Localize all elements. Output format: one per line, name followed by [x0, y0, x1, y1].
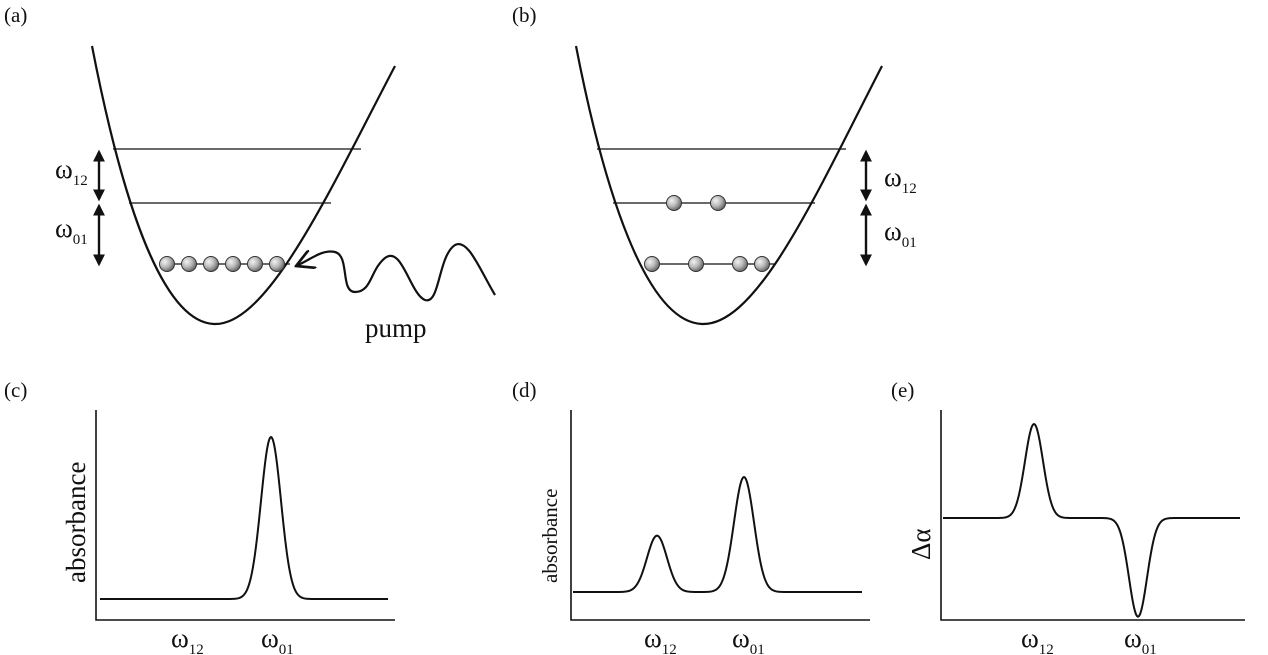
ylabel-c: absorbance: [61, 462, 91, 583]
ylabel-d: absorbance: [538, 489, 562, 583]
xtick-w01-e: ω01: [1124, 623, 1157, 655]
panel-b-label: (b): [512, 3, 537, 27]
panel-a: (a) ω12 ω01 pump: [4, 3, 496, 343]
panel-d-label: (d): [512, 378, 537, 402]
panel-d: (d) absorbance ω12 ω01: [512, 378, 870, 655]
population-ball: [688, 256, 704, 272]
population-ball: [159, 256, 175, 272]
pump-label: pump: [365, 313, 427, 343]
label-w01-a: ω01: [55, 213, 88, 248]
panel-e: (e) Δα ω12 ω01: [891, 378, 1245, 655]
label-w12-b: ω12: [884, 162, 917, 197]
population-ball: [754, 256, 770, 272]
ylabel-e: Δα: [906, 528, 936, 560]
panel-b: (b) ω12 ω01: [512, 3, 917, 326]
absorbance-trace-c: [100, 435, 388, 600]
xtick-w01-d: ω01: [732, 623, 765, 655]
pump-wave-arrow: [296, 242, 496, 302]
label-w12-a: ω12: [55, 154, 88, 189]
xtick-w12-d: ω12: [644, 623, 677, 655]
population-ground-b: [644, 256, 770, 272]
population-ball: [644, 256, 660, 272]
population-ball: [269, 256, 285, 272]
population-ball: [181, 256, 197, 272]
panel-c: (c) absorbance ω12 ω01: [4, 378, 395, 655]
axes-c: [95, 410, 395, 621]
population-ground-a: [159, 256, 285, 272]
population-ball: [203, 256, 219, 272]
population-ball: [732, 256, 748, 272]
population-ball: [710, 195, 726, 211]
population-ball: [225, 256, 241, 272]
panel-a-label: (a): [4, 3, 27, 27]
xtick-w01-c: ω01: [261, 623, 294, 655]
axes-d: [570, 410, 870, 621]
population-excited-b: [666, 195, 726, 211]
potential-well-a: [90, 45, 396, 326]
absorbance-trace-d: [573, 475, 862, 593]
xtick-w12-c: ω12: [171, 623, 204, 655]
delta-alpha-trace-e: [943, 422, 1240, 618]
panel-c-label: (c): [4, 378, 27, 402]
population-ball: [247, 256, 263, 272]
axes-e: [940, 410, 1245, 621]
panel-e-label: (e): [891, 378, 914, 402]
xtick-w12-e: ω12: [1021, 623, 1054, 655]
population-ball: [666, 195, 682, 211]
label-w01-b: ω01: [884, 216, 917, 251]
potential-well-b: [574, 45, 883, 326]
